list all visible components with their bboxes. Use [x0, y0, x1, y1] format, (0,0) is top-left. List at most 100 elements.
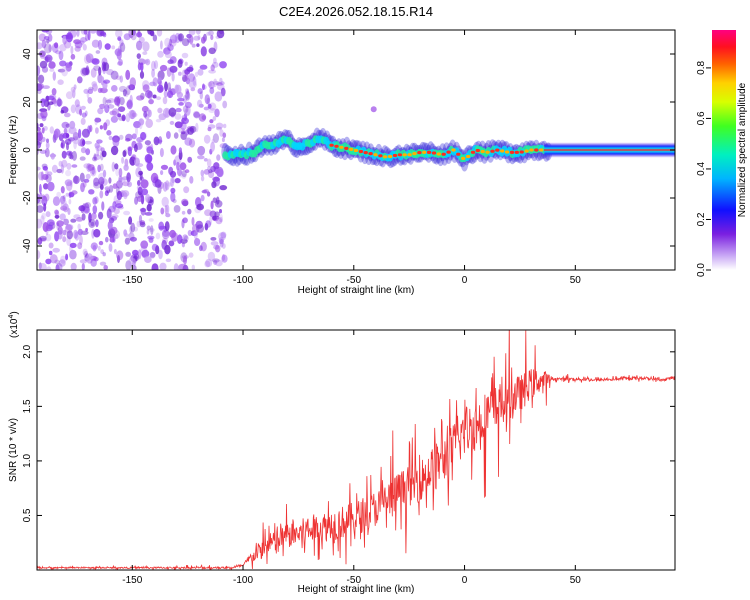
noise-speckle: [44, 54, 53, 63]
noise-speckle: [170, 191, 176, 203]
noise-speckle: [185, 88, 190, 94]
noise-speckle: [171, 177, 176, 184]
noise-speckle: [41, 194, 46, 201]
ridge-core: [470, 150, 476, 154]
noise-speckle: [97, 107, 104, 115]
noise-speckle: [189, 176, 194, 184]
noise-speckle: [96, 30, 105, 37]
ridge-core: [495, 148, 500, 152]
colorbar-label: Normalized spectral amplitude: [737, 82, 748, 217]
noise-speckle: [152, 34, 158, 42]
noise-speckle: [164, 204, 168, 215]
noise-speckle: [203, 106, 210, 111]
noise-speckle: [219, 77, 223, 84]
noise-speckle: [39, 183, 42, 194]
noise-speckle: [184, 101, 192, 109]
noise-speckle: [151, 243, 158, 252]
noise-speckle: [59, 60, 67, 67]
noise-speckle: [105, 236, 109, 243]
noise-speckle: [145, 118, 153, 128]
noise-speckle: [118, 106, 126, 112]
ridge-core: [344, 146, 349, 150]
ridge-core: [490, 149, 495, 153]
noise-speckle: [138, 139, 142, 150]
noise-speckle: [167, 59, 174, 64]
noise-speckle: [164, 37, 171, 48]
noise-speckle: [148, 99, 154, 105]
noise-speckle: [123, 210, 131, 216]
noise-speckle: [111, 161, 116, 172]
noise-speckle: [98, 172, 106, 182]
noise-speckle: [136, 40, 143, 51]
noise-speckle: [211, 258, 220, 263]
noise-speckle: [172, 33, 176, 42]
noise-speckle: [83, 54, 91, 64]
noise-speckle: [196, 224, 204, 233]
noise-speckle: [144, 90, 153, 99]
noise-speckle: [79, 172, 85, 183]
noise-speckle: [110, 145, 119, 156]
noise-speckle: [219, 81, 225, 86]
ridge-core: [514, 150, 519, 154]
noise-speckle: [79, 235, 83, 246]
noise-speckle: [164, 50, 172, 59]
noise-speckle: [95, 145, 103, 152]
noise-speckle: [56, 168, 63, 174]
noise-speckle: [147, 30, 152, 35]
noise-speckle: [158, 221, 165, 231]
noise-speckle: [118, 58, 123, 66]
noise-speckle: [86, 69, 90, 76]
noise-speckle: [41, 39, 47, 49]
ridge-core: [339, 145, 344, 149]
noise-speckle: [213, 259, 218, 265]
noise-speckle: [178, 71, 182, 76]
noise-speckle: [219, 214, 223, 222]
noise-speckle: [66, 230, 74, 240]
noise-speckle: [154, 179, 162, 188]
spectrogram-panel: -150 -100 -50 0 50 -40 -20 0 20 40 Height of str…: [8, 29, 676, 296]
noise-speckle: [222, 100, 228, 109]
noise-speckle: [45, 211, 51, 218]
noise-speckle: [102, 252, 106, 257]
noise-speckle: [56, 222, 60, 231]
noise-speckle: [117, 113, 122, 118]
noise-speckle: [193, 230, 198, 240]
noise-speckle: [188, 73, 196, 82]
noise-speckle: [181, 52, 189, 59]
noise-speckle: [197, 155, 205, 160]
noise-speckle: [212, 116, 217, 121]
noise-speckle: [130, 222, 136, 233]
noise-speckle: [98, 240, 104, 246]
noise-speckle: [208, 69, 217, 74]
noise-speckle: [49, 68, 55, 72]
ridge-core: [363, 151, 368, 155]
noise-speckle: [80, 105, 86, 110]
noise-speckle: [201, 189, 208, 194]
noise-speckle: [211, 181, 217, 189]
colorbar-tick-label: 0.8: [696, 61, 707, 75]
noise-speckle: [208, 47, 216, 55]
ridge-core: [392, 153, 398, 158]
noise-speckle: [160, 164, 169, 170]
noise-speckle: [130, 30, 137, 41]
noise-speckle: [43, 203, 47, 212]
noise-speckle: [222, 132, 227, 138]
noise-speckle: [77, 76, 83, 84]
noise-speckle: [60, 164, 64, 174]
noise-speckle: [183, 108, 190, 116]
noise-speckle: [173, 263, 179, 270]
y-tick-label: 40: [22, 48, 33, 60]
noise-speckle: [219, 238, 224, 248]
noise-speckle: [74, 46, 81, 52]
noise-speckle: [110, 214, 119, 219]
noise-speckle: [93, 65, 101, 71]
noise-speckle: [47, 181, 55, 192]
noise-speckle: [160, 170, 164, 176]
ridge-core: [368, 152, 373, 156]
noise-speckle: [42, 165, 48, 171]
noise-speckle: [37, 166, 41, 171]
noise-speckle: [175, 84, 182, 95]
noise-speckle: [48, 61, 56, 69]
noise-speckle: [88, 212, 92, 223]
noise-speckle: [48, 250, 53, 256]
